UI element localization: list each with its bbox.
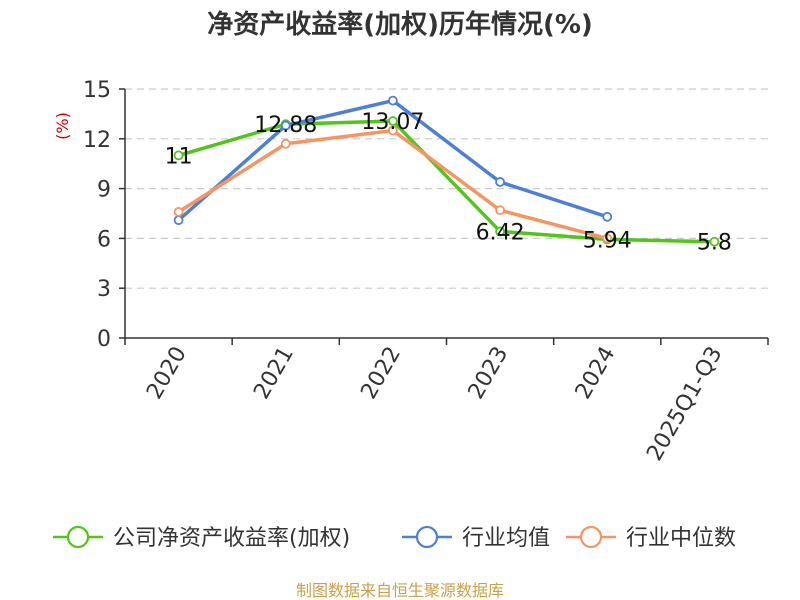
x-tick-label: 2020: [142, 343, 192, 404]
y-tick-label: 3: [97, 277, 111, 302]
y-tick-label: 15: [83, 78, 111, 103]
grid-lines: [125, 88, 768, 289]
data-label: 13.07: [361, 110, 424, 135]
y-tick-label: 0: [97, 327, 111, 352]
data-label: 5.8: [697, 231, 732, 256]
data-point: [173, 206, 184, 217]
data-point: [388, 125, 398, 136]
y-axis-label: (%): [53, 112, 72, 140]
data-point: [388, 116, 398, 126]
series-line-0: [178, 119, 715, 244]
series-lines: [173, 95, 720, 247]
source-note: 制图数据来自恒生聚源数据库: [296, 581, 504, 600]
data-point: [495, 205, 505, 216]
data-point: [602, 211, 613, 222]
legend-swatch-marker: [66, 525, 90, 549]
legend-swatch-marker: [579, 525, 603, 549]
x-tick-label: 2021: [249, 343, 299, 404]
data-point: [388, 95, 398, 106]
legend-label: 行业均值: [462, 526, 550, 551]
legend-item: 行业均值: [402, 525, 550, 551]
data-point: [173, 215, 184, 226]
x-tick-label: 2022: [356, 343, 406, 404]
data-label: 6.42: [476, 220, 525, 245]
legend-item: 公司净资产收益率(加权): [53, 525, 350, 551]
data-label: 5.94: [583, 228, 632, 253]
data-labels: 11 12.88 13.07 6.42 5.94 5.8: [165, 110, 732, 256]
data-label: 12.88: [254, 113, 317, 138]
legend: 公司净资产收益率(加权) 行业均值 行业中位数: [53, 525, 736, 551]
chart-title: 净资产收益率(加权)历年情况(%): [207, 9, 593, 40]
x-tick-label: 2024: [571, 343, 621, 404]
data-point: [495, 226, 505, 237]
series-line-2: [177, 128, 608, 241]
data-point: [173, 150, 184, 161]
legend-label: 公司净资产收益率(加权): [113, 526, 350, 551]
y-tick-label: 6: [97, 227, 111, 252]
y-tick-label: 9: [97, 178, 111, 203]
data-label: 11: [165, 144, 193, 169]
data-point: [280, 138, 291, 149]
x-tick-label: 2025Q1-Q3: [642, 343, 727, 466]
axes: 0 3 6 9 12 15 2020 2021 2022 2023 2024 2025Q1-Q3: [83, 78, 769, 466]
y-tick-label: 12: [83, 128, 111, 153]
legend-label: 行业中位数: [626, 526, 736, 551]
data-point: [709, 236, 720, 247]
data-point: [280, 120, 291, 131]
data-point: [602, 233, 613, 244]
legend-swatch-marker: [415, 525, 439, 549]
data-point: [495, 177, 505, 187]
x-tick-label: 2023: [464, 343, 514, 404]
legend-item: 行业中位数: [566, 525, 736, 551]
